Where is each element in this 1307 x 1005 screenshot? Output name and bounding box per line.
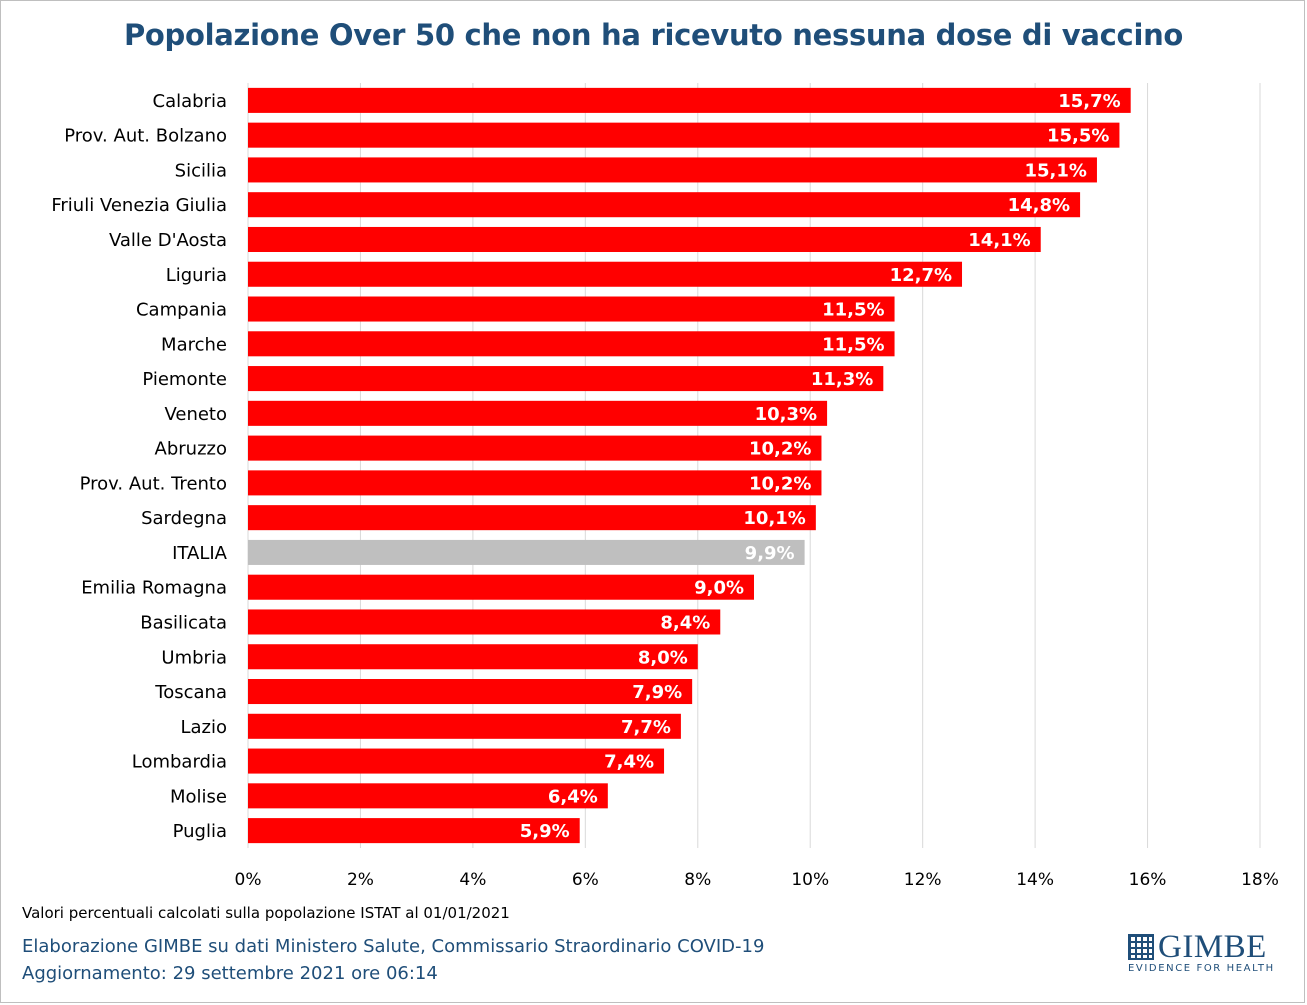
category-label: Basilicata [140,612,227,633]
bar-value-label: 15,7% [1058,91,1120,112]
category-label: Piemonte [142,369,227,390]
bar-value-label: 15,5% [1047,126,1109,147]
category-label: Emilia Romagna [81,578,227,599]
category-label: Umbria [161,647,227,668]
bar [248,331,895,357]
category-label: Toscana [154,682,227,703]
category-label: Prov. Aut. Trento [80,473,227,494]
x-tick-label: 2% [347,870,374,890]
category-label: Friuli Venezia Giulia [51,195,227,216]
bar-value-label: 12,7% [890,265,952,286]
category-label: Lombardia [132,752,227,773]
bar [248,226,1041,252]
bar [248,644,698,670]
bar [248,366,884,392]
bar [248,783,608,809]
bar-value-label: 5,9% [520,821,570,842]
bar-value-label: 11,3% [811,369,873,390]
bar [248,470,822,496]
x-tick-label: 0% [235,870,262,890]
bar [248,574,754,600]
x-tick-label: 8% [684,870,711,890]
bar-value-label: 9,9% [745,543,795,564]
category-label: Liguria [166,265,227,286]
bar [248,539,805,565]
credit-line-update: Aggiornamento: 29 settembre 2021 ore 06:… [22,963,438,984]
category-label: ITALIA [172,543,228,564]
gimbe-logo: GIMBE EVIDENCE FOR HEALTH [1128,929,1273,978]
x-tick-label: 14% [1016,870,1054,890]
category-label: Puglia [173,821,227,842]
credit-line-source: Elaborazione GIMBE su dati Ministero Sal… [22,936,765,957]
bar [248,87,1131,113]
category-label: Sicilia [175,160,227,181]
bar-value-label: 15,1% [1025,160,1087,181]
bar [248,818,580,844]
x-tick-label: 16% [1129,870,1167,890]
bar-value-label: 7,4% [604,752,654,773]
bar-value-label: 10,2% [749,473,811,494]
bar-value-label: 6,4% [548,786,598,807]
category-label: Marche [161,334,227,355]
bar-value-label: 8,0% [638,647,688,668]
bar [248,122,1120,148]
category-label: Veneto [164,404,227,425]
footnote: Valori percentuali calcolati sulla popol… [22,904,510,922]
bar [248,609,721,635]
bar [248,261,963,287]
category-label: Molise [170,786,227,807]
bar [248,435,822,461]
bar [248,505,816,531]
category-labels: Calabria Prov. Aut. Bolzano Sicilia Friuli … [51,91,227,842]
logo-tagline: EVIDENCE FOR HEALTH [1128,963,1275,974]
bar [248,192,1081,218]
bar [248,296,895,322]
bar-value-label: 9,0% [694,578,744,599]
bar-value-label: 11,5% [822,300,884,321]
bar-value-label: 14,1% [968,230,1030,251]
x-tick-label: 10% [791,870,829,890]
category-label: Prov. Aut. Bolzano [64,126,227,147]
x-tick-label: 12% [904,870,942,890]
bars: 15,7% 15,5% 15,1% 14,8% 14,1% 12,7% 11,5% 11,5%… [248,87,1131,844]
chart-title: Popolazione Over 50 che non ha ricevuto … [123,18,1184,52]
bar-value-label: 14,8% [1008,195,1070,216]
logo-wordmark: GIMBE [1158,929,1267,965]
category-label: Sardegna [141,508,227,529]
bar-value-label: 10,2% [749,439,811,460]
category-label: Lazio [180,717,227,738]
bar-value-label: 10,3% [755,404,817,425]
x-tick-label: 4% [459,870,486,890]
bar-value-label: 8,4% [660,612,710,633]
bar [248,157,1097,183]
bar-value-label: 11,5% [822,334,884,355]
bar-value-label: 10,1% [743,508,805,529]
category-label: Abruzzo [155,439,227,460]
bar [248,679,693,705]
credits: Elaborazione GIMBE su dati Ministero Sal… [22,933,764,987]
x-tick-label: 6% [572,870,599,890]
gimbe-grid-logo-icon [1128,934,1154,960]
bar-value-label: 7,9% [632,682,682,703]
bar-value-label: 7,7% [621,717,671,738]
category-label: Valle D'Aosta [109,230,227,251]
x-axis-tick-labels: 0% 2% 4% 6% 8% 10% 12% 14% 16% 18% [235,870,1279,890]
category-label: Calabria [153,91,228,112]
bar [248,713,681,739]
bar [248,748,665,774]
x-tick-label: 18% [1241,870,1279,890]
bar [248,400,828,426]
category-label: Campania [136,300,227,321]
